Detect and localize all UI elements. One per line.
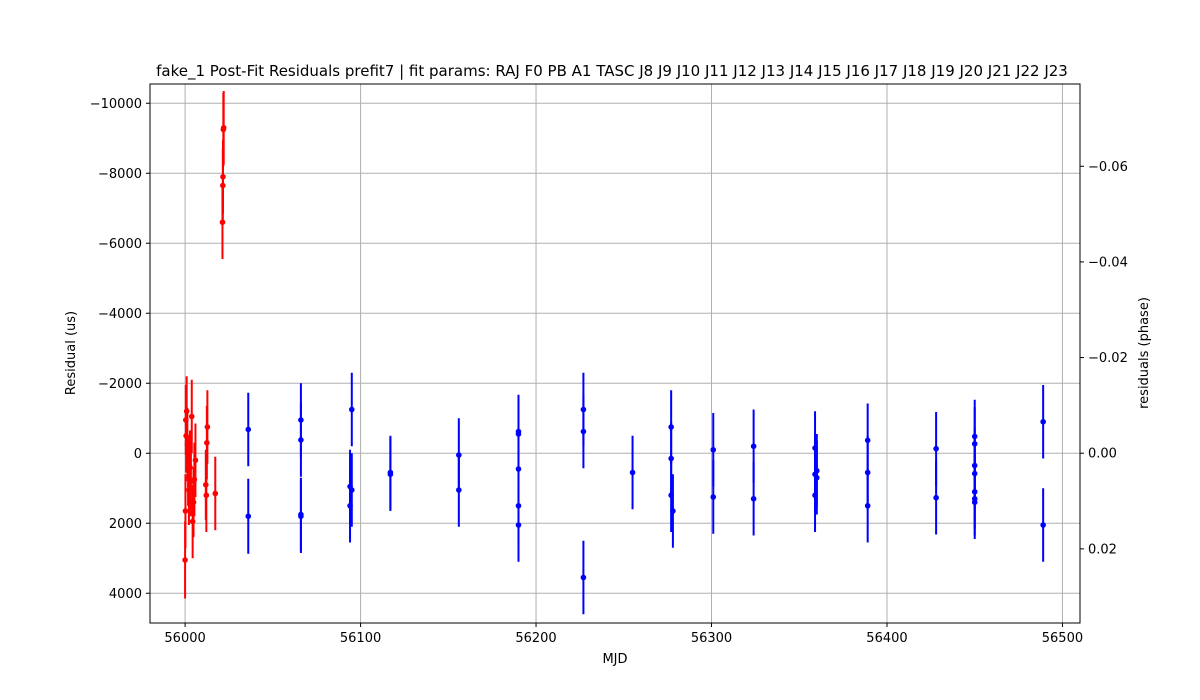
- data-point: [971, 499, 978, 506]
- data-point: [188, 413, 195, 420]
- data-point: [1040, 522, 1046, 528]
- y-tick-label: 4000: [109, 587, 142, 602]
- y2-tick-label: −0.02: [1088, 351, 1128, 366]
- x-tick-label: 56500: [1042, 631, 1083, 646]
- data-point: [298, 513, 304, 520]
- data-point: [812, 492, 818, 499]
- y-tick-label: 2000: [109, 517, 142, 532]
- data-point: [192, 457, 199, 464]
- y-tick-label: −4000: [98, 307, 142, 322]
- data-point: [220, 124, 227, 131]
- y-tick-label: −10000: [90, 97, 142, 112]
- data-point: [750, 443, 757, 450]
- series-0: [182, 91, 227, 599]
- data-point: [203, 492, 210, 499]
- x-tick-label: 56000: [164, 631, 205, 646]
- plot-marks: [182, 91, 1046, 615]
- data-point: [864, 502, 871, 509]
- data-point: [348, 406, 355, 413]
- data-point: [629, 469, 636, 476]
- data-point: [710, 446, 717, 453]
- y2-tick-label: −0.06: [1088, 160, 1128, 175]
- data-point: [204, 424, 211, 430]
- x-axis-label: MJD: [602, 652, 627, 667]
- y2-tick-label: −0.04: [1088, 255, 1128, 270]
- y-tick-label: 0: [134, 447, 142, 462]
- chart-title: fake_1 Post-Fit Residuals prefit7 | fit …: [156, 62, 1068, 81]
- data-point: [182, 508, 189, 514]
- data-point: [933, 494, 939, 501]
- y2-axis-label: residuals (phase): [1137, 297, 1152, 409]
- data-point: [1040, 418, 1046, 425]
- series-1: [245, 372, 1046, 615]
- data-point: [245, 513, 252, 520]
- y-axis-label: Residual (us): [64, 311, 79, 395]
- x-tick-label: 56300: [691, 631, 732, 646]
- data-point: [580, 428, 587, 435]
- data-point: [515, 428, 522, 435]
- data-point: [515, 522, 522, 528]
- data-point: [387, 471, 394, 478]
- x-tick-label: 56100: [340, 631, 381, 646]
- y-tick-label: −2000: [98, 377, 142, 392]
- x-tick-label: 56200: [515, 631, 556, 646]
- data-point: [580, 574, 587, 581]
- grid-lines: [150, 84, 1080, 623]
- data-point: [182, 557, 188, 563]
- y-tick-label: −6000: [98, 237, 142, 252]
- y2-tick-label: 0.00: [1088, 447, 1117, 462]
- data-point: [933, 445, 939, 452]
- y-tick-label: −8000: [98, 167, 142, 182]
- x-axis-ticks: 56000 56100 56200 56300 56400 56500: [164, 623, 1083, 646]
- data-point: [750, 495, 757, 502]
- y2-axis-ticks: −0.06 −0.04 −0.02 0.00 0.02: [1080, 160, 1128, 557]
- data-point: [212, 490, 219, 497]
- data-point: [348, 487, 355, 493]
- data-point: [670, 508, 676, 514]
- axes-frame: [149, 83, 1081, 624]
- y-axis-ticks: −10000 −8000 −6000 −4000 −2000 0 2000 4000: [90, 97, 150, 602]
- data-point: [298, 437, 304, 443]
- data-point: [710, 494, 717, 500]
- data-point: [245, 426, 252, 433]
- x-tick-label: 56400: [866, 631, 907, 646]
- y2-tick-label: 0.02: [1088, 542, 1117, 557]
- data-point: [456, 487, 462, 493]
- data-point: [220, 173, 226, 180]
